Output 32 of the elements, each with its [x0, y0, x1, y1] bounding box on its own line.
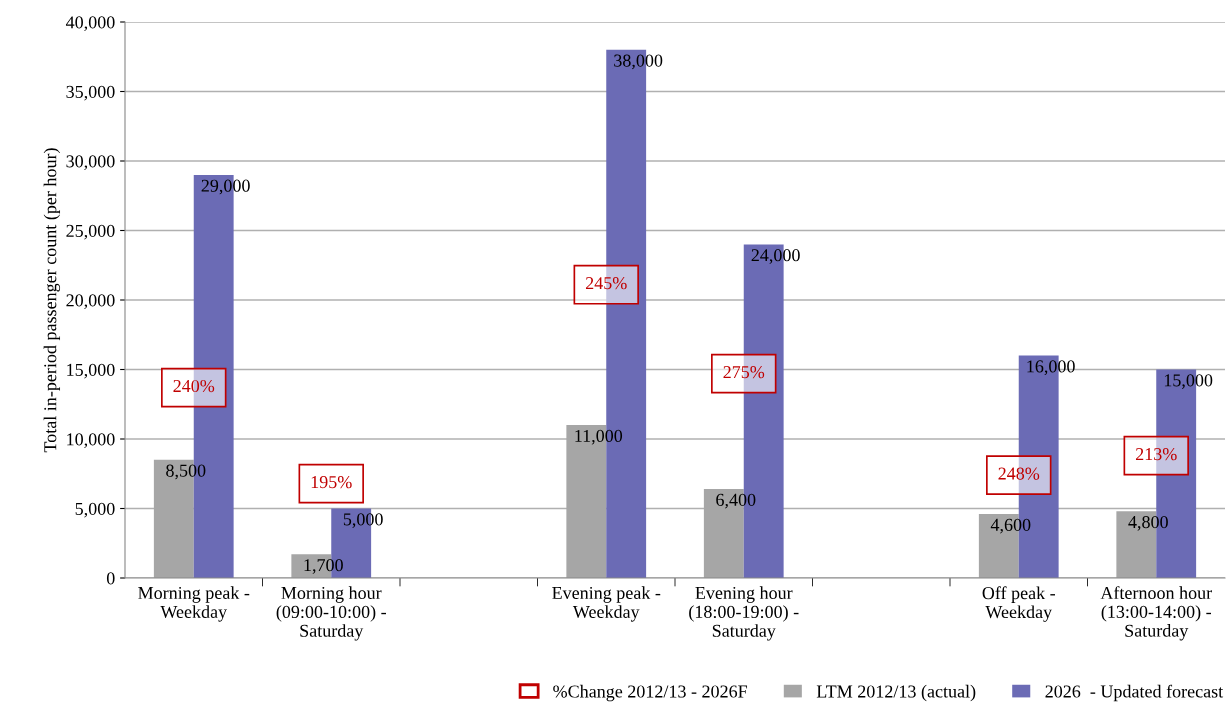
y-tick-label: 20,000 — [66, 294, 115, 310]
x-tick-label: Evening hour (18:00-19:00) - Saturday — [689, 586, 799, 641]
legend-label: LTM 2012/13 (actual) — [816, 684, 976, 702]
annotation: 213% — [1135, 448, 1177, 461]
y-tick-label: 35,000 — [66, 85, 115, 101]
y-tick-label: 30,000 — [66, 155, 115, 171]
data-label: 6,400 — [716, 493, 756, 509]
y-axis-title: Total in-period passenger count (per hour) — [43, 148, 61, 453]
annotation: 195% — [311, 475, 352, 489]
data-label: 8,500 — [166, 464, 206, 480]
y-tick-label: 10,000 — [67, 433, 115, 449]
data-label: 16,000 — [1027, 360, 1075, 376]
data-label: 4,600 — [990, 518, 1031, 534]
y-tick-label: 0 — [106, 572, 115, 585]
annotation: 245% — [585, 277, 627, 290]
x-tick-label: Afternoon hour (13:00-14:00) - Saturday — [1100, 586, 1212, 641]
annotation: 240% — [173, 379, 215, 393]
x-tick-label: Off peak - Weekday — [982, 586, 1056, 622]
x-tick-label: Morning peak - Weekday — [138, 586, 250, 622]
data-label: 1,700 — [304, 559, 343, 574]
annotation: 248% — [998, 467, 1040, 480]
data-label: 11,000 — [575, 429, 623, 445]
y-tick-label: 25,000 — [66, 224, 115, 240]
y-tick-label: 5,000 — [75, 502, 115, 518]
legend-label: 2026 - Updated forecast — [1045, 684, 1224, 702]
legend-label: %Change 2012/13 - 2026F — [553, 684, 748, 702]
x-tick-label: Evening peak - Weekday — [552, 586, 661, 622]
annotation: 275% — [723, 366, 765, 379]
y-tick-label: 15,000 — [67, 363, 115, 379]
x-tick-label: Morning hour (09:00-10:00) - Saturday — [276, 586, 387, 641]
data-label: 4,800 — [1128, 515, 1168, 531]
y-tick-label: 40,000 — [65, 16, 115, 32]
